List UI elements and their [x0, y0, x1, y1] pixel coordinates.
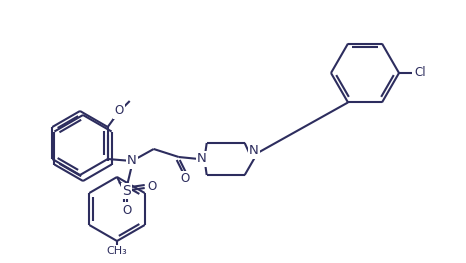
Text: N: N [249, 144, 259, 158]
Text: S: S [123, 184, 131, 198]
Text: Cl: Cl [414, 67, 426, 79]
Text: O: O [180, 173, 189, 185]
Text: O: O [147, 180, 156, 194]
Text: O: O [114, 104, 123, 118]
Text: N: N [127, 154, 137, 168]
Text: N: N [197, 153, 206, 165]
Text: CH₃: CH₃ [107, 246, 127, 256]
Text: O: O [122, 205, 131, 218]
